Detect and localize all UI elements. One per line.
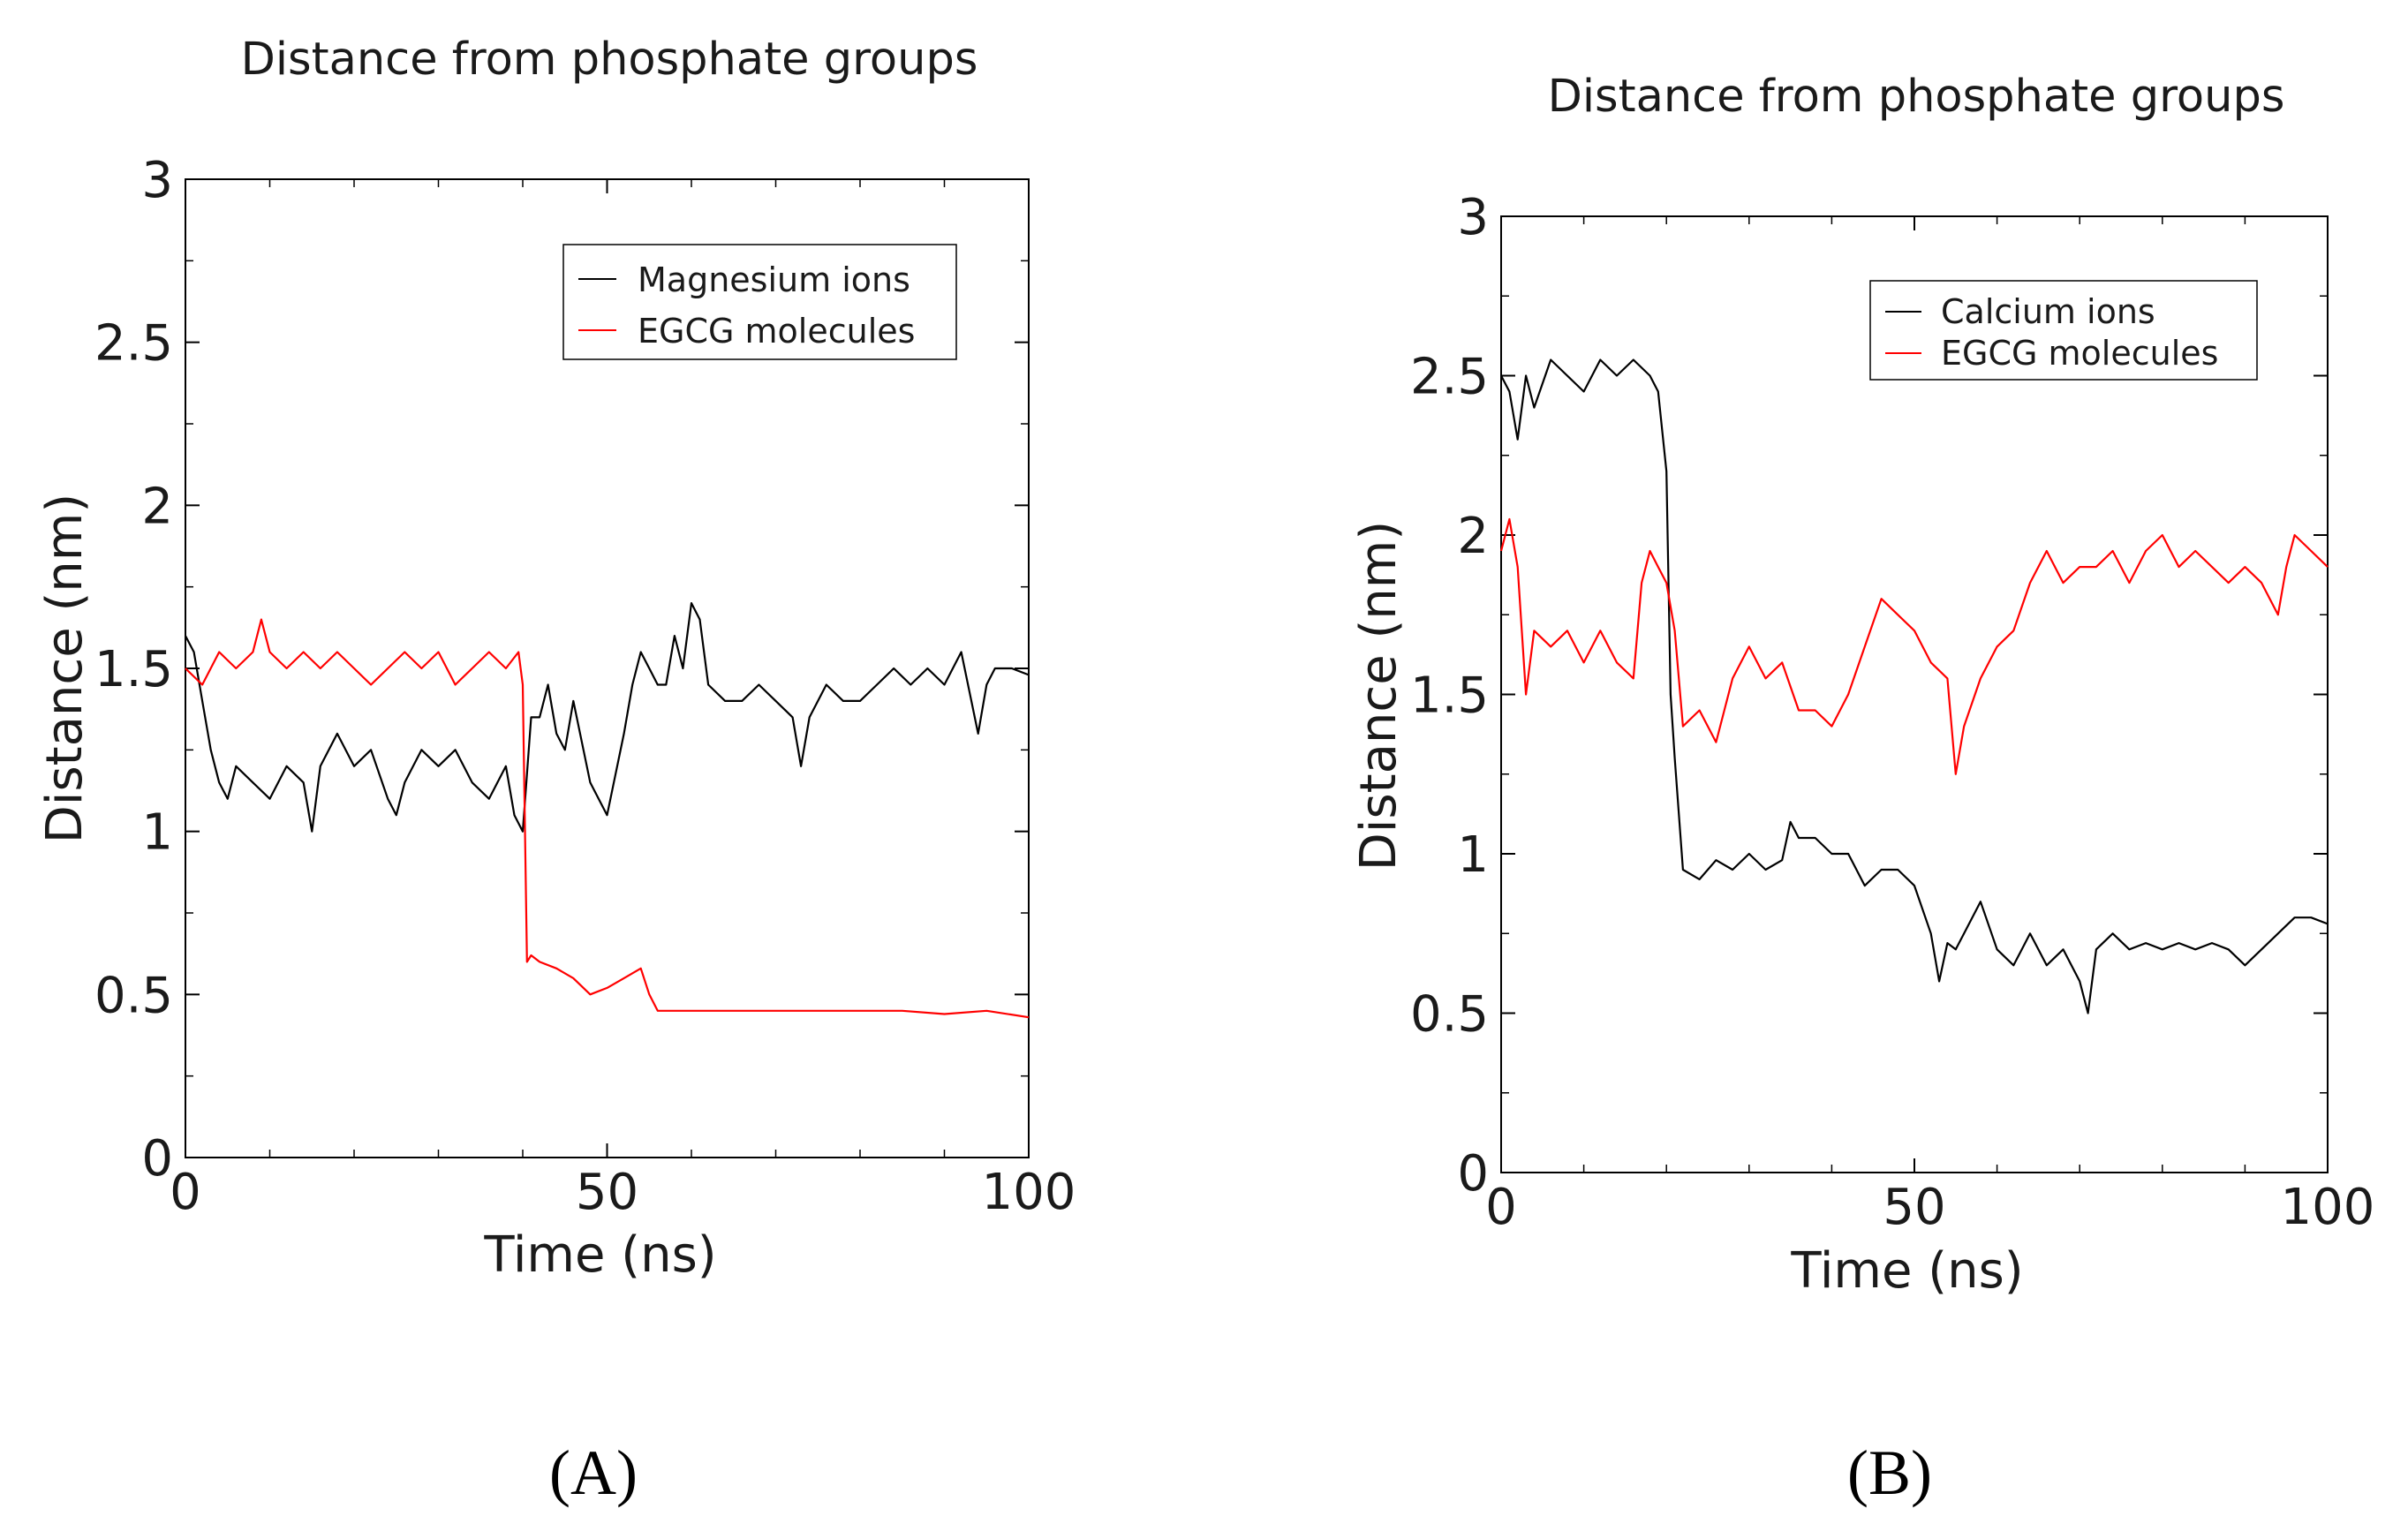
- panel-label-a: (A): [549, 1437, 638, 1508]
- chart-panel-b: Distance from phosphate groups 0 0.5 1 1.5 2…: [1350, 71, 2374, 1300]
- chart-a-y-tick-label: 3: [141, 152, 173, 209]
- chart-a-ticks: 0 0.5 1 1.5 2 2.5 3 0 50 100: [94, 152, 1076, 1221]
- chart-b-legend-label-calcium: Calcium ions: [1941, 292, 2155, 331]
- chart-b-series-line-egcg-molecules: [1499, 517, 2329, 775]
- chart-a-y-tick-label: 1: [141, 804, 173, 862]
- chart-b-legend: Calcium ions EGCG molecules: [1869, 280, 2258, 381]
- chart-a-y-tick-label: 0: [141, 1130, 173, 1188]
- chart-panel-a: Distance from phosphate groups 0 0.5 1 1.5 2…: [36, 34, 1076, 1284]
- chart-a-y-tick-label: 1.5: [94, 641, 173, 698]
- chart-a-x-axis-label: Time (ns): [483, 1226, 716, 1284]
- chart-a-x-tick-label: 50: [576, 1164, 638, 1221]
- chart-b-x-tick-label: 0: [1485, 1179, 1517, 1236]
- chart-a-y-axis-label: Distance (nm): [36, 494, 94, 843]
- chart-a-legend-box: [562, 244, 957, 360]
- chart-a-series: [185, 601, 1030, 1019]
- chart-a-title: Distance from phosphate groups: [241, 34, 978, 86]
- chart-b-y-axis-label: Distance (nm): [1350, 521, 1408, 871]
- chart-b-title: Distance from phosphate groups: [1548, 71, 2285, 123]
- chart-b-x-tick-label: 100: [2281, 1179, 2375, 1236]
- chart-b-y-tick-label: 0: [1457, 1145, 1489, 1203]
- chart-a-y-tick-label: 0.5: [94, 967, 173, 1024]
- chart-b-legend-box: [1869, 280, 2258, 381]
- chart-a-x-tick-label: 0: [170, 1164, 201, 1221]
- chart-a-x-tick-label: 100: [982, 1164, 1076, 1221]
- chart-a-legend-label-egcg: EGCG molecules: [638, 312, 915, 351]
- chart-b-series: [1499, 358, 2329, 1014]
- chart-b-x-tick-label: 50: [1883, 1179, 1945, 1236]
- chart-a-legend-label-magnesium: Magnesium ions: [638, 260, 910, 299]
- chart-b-y-tick-label: 2: [1457, 508, 1489, 565]
- chart-b-y-tick-label: 0.5: [1410, 986, 1489, 1044]
- chart-b-y-tick-label: 3: [1457, 189, 1489, 246]
- chart-a-legend: Magnesium ions EGCG molecules: [562, 244, 957, 360]
- chart-a-y-tick-label: 2: [141, 478, 173, 535]
- chart-b-series-line-calcium-ions: [1500, 358, 2329, 1014]
- chart-a-series-line-egcg-molecules: [185, 618, 1030, 1019]
- chart-b-y-tick-label: 1: [1457, 826, 1489, 884]
- chart-a-y-tick-label: 2.5: [94, 315, 173, 373]
- chart-b-ticks: 0 0.5 1 1.5 2 2.5 3 0 50 100: [1410, 189, 2375, 1236]
- chart-b-legend-label-egcg: EGCG molecules: [1941, 334, 2218, 373]
- panel-label-b: (B): [1847, 1437, 1932, 1508]
- chart-b-x-axis-label: Time (ns): [1790, 1242, 2023, 1300]
- chart-a-series-line-magnesium-ions: [185, 601, 1030, 833]
- chart-b-y-tick-label: 2.5: [1410, 349, 1489, 406]
- chart-b-y-tick-label: 1.5: [1410, 667, 1489, 725]
